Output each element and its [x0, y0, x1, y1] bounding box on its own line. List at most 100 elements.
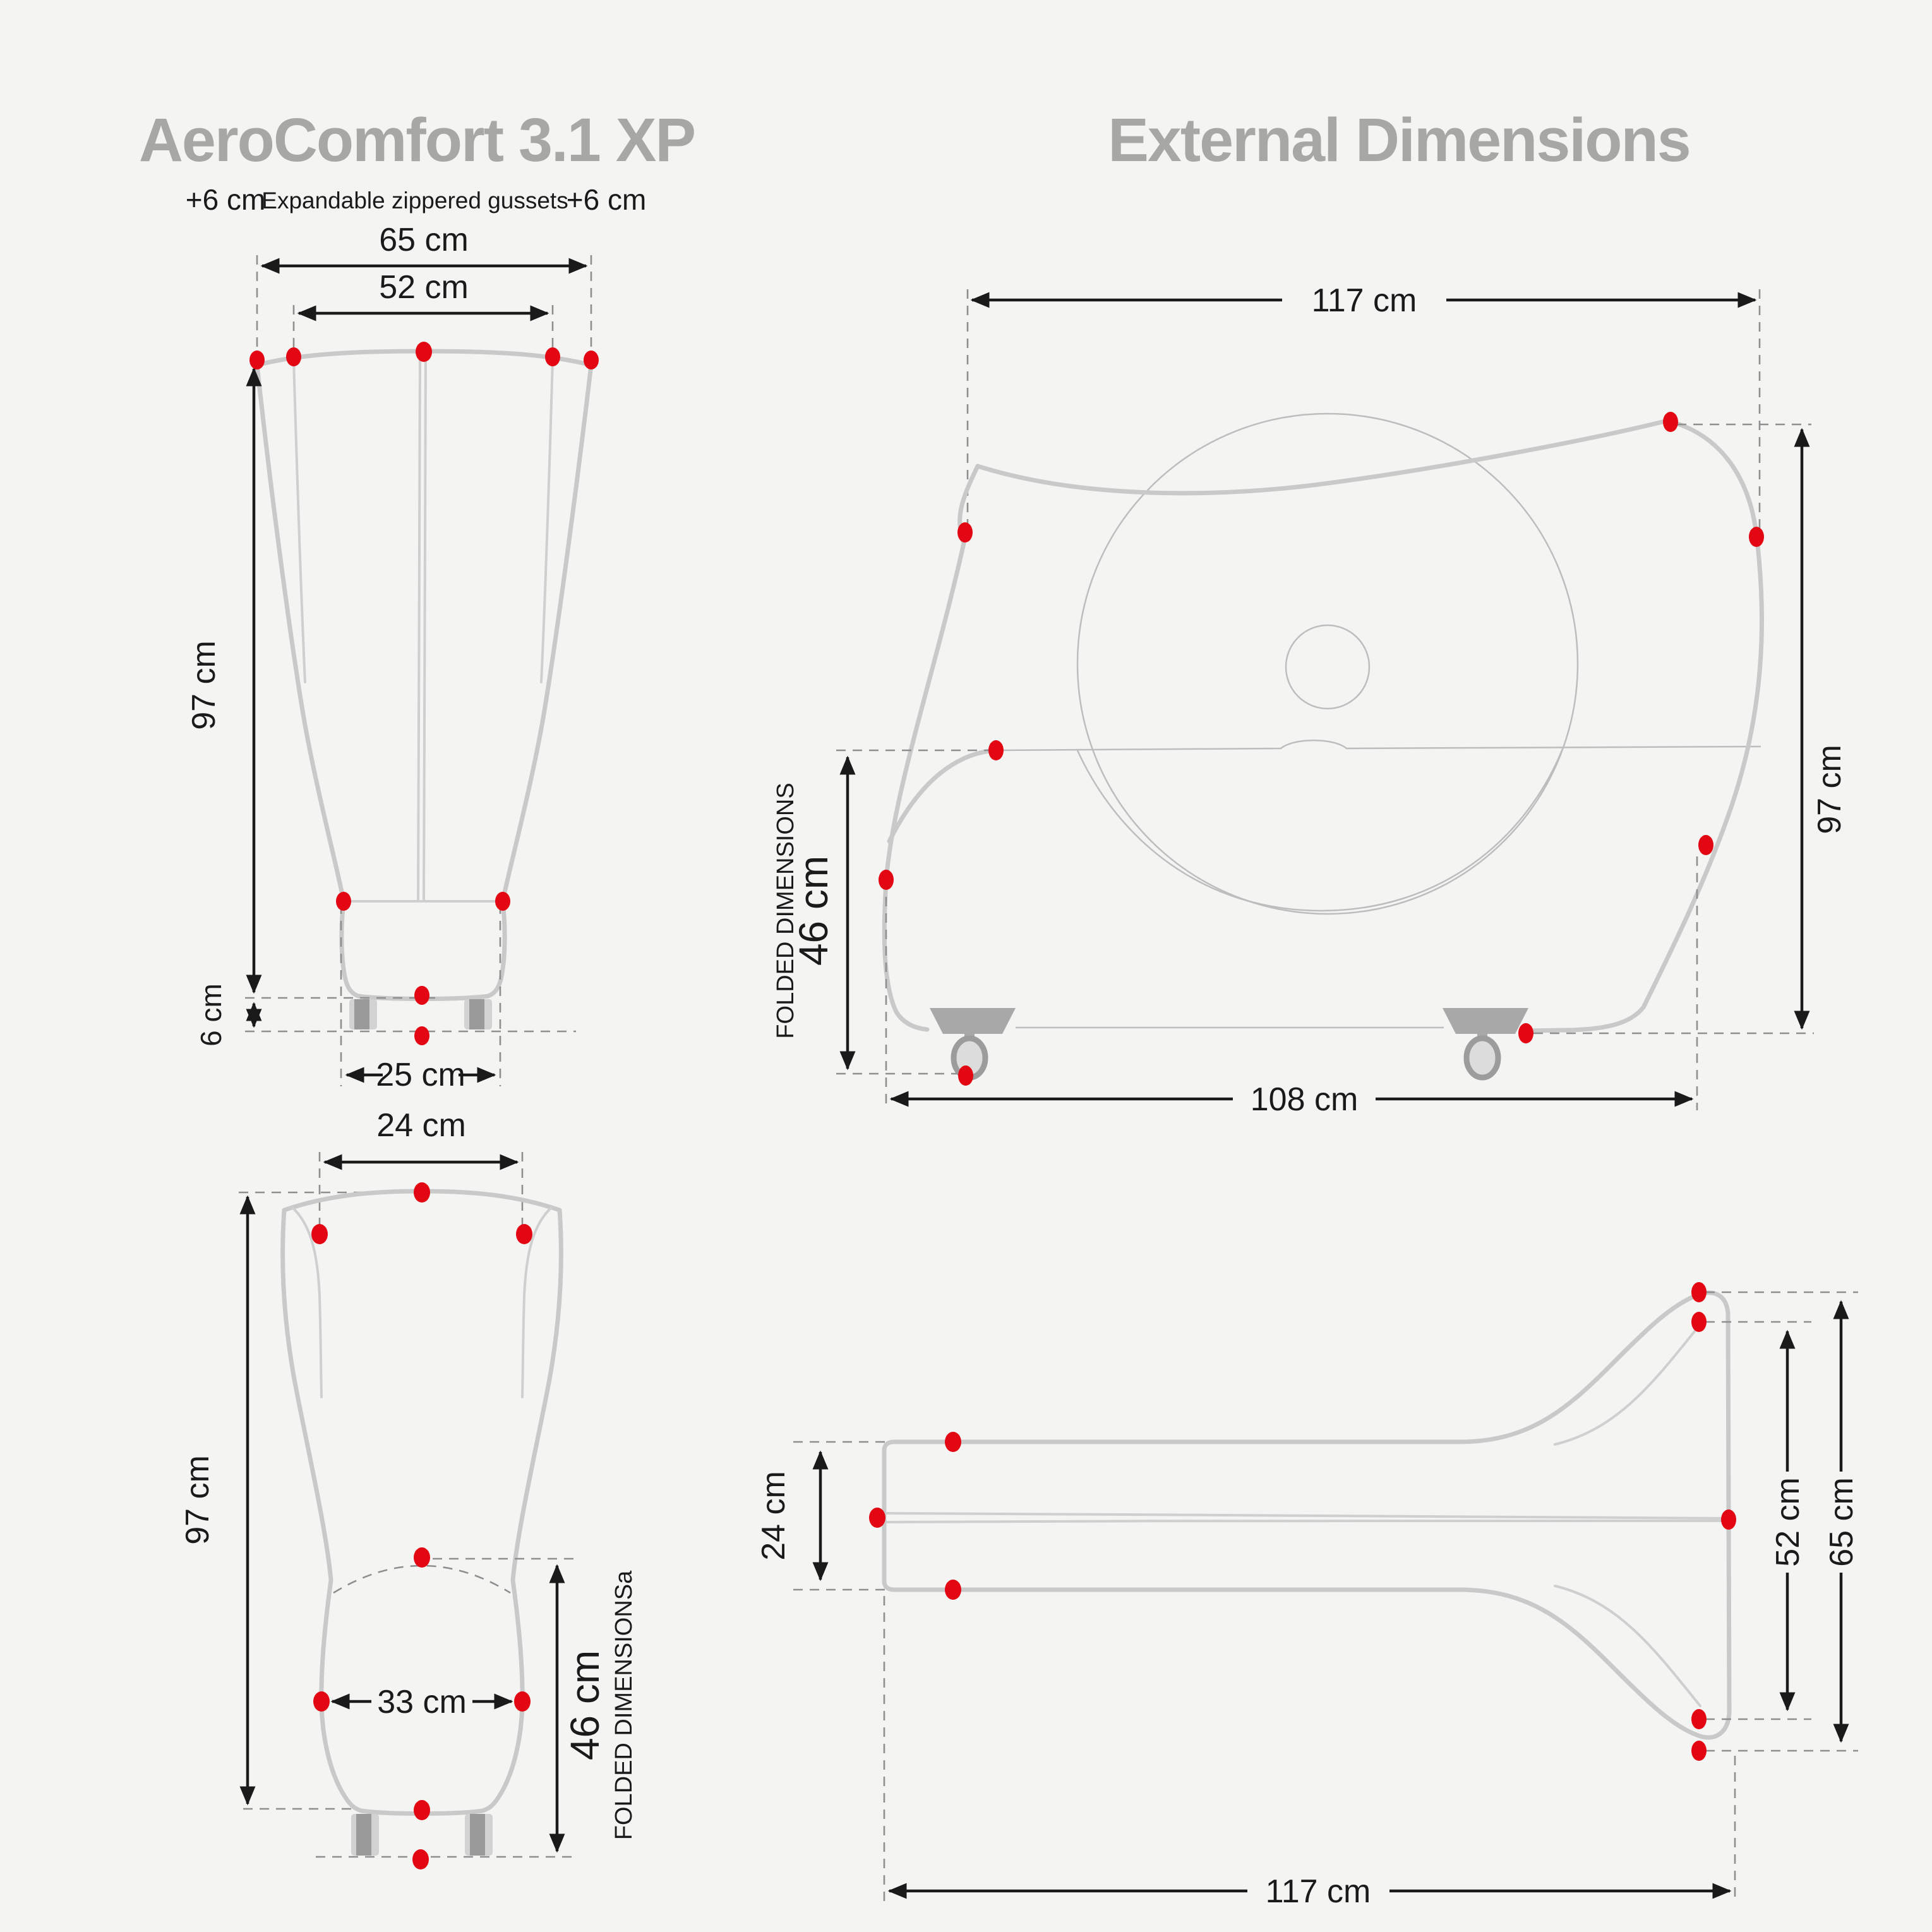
- rear-width-folded-label: 33 cm: [377, 1684, 467, 1720]
- top-flare-seam: [1554, 1585, 1701, 1707]
- top-width-rear-outer-label: 65 cm: [1823, 1477, 1860, 1567]
- side-length-label: 117 cm: [1312, 282, 1417, 319]
- page-title-section: External Dimensions: [1108, 105, 1690, 174]
- front-view: 65 cm 52 cm 97 cm: [186, 222, 599, 1093]
- rear-feet: [351, 1814, 493, 1856]
- foot-bar: [470, 1814, 485, 1856]
- wheel-mount: [930, 1008, 1016, 1034]
- side-bag-outline-left: [882, 464, 980, 1032]
- strap-point-dot: [945, 1580, 961, 1600]
- strap-point-dot: [1518, 1023, 1533, 1043]
- side-dim-wheelbase: 108 cm: [885, 856, 1698, 1118]
- foot-bar: [356, 1814, 371, 1856]
- gusset-label: Expandable zippered gussets: [261, 188, 568, 213]
- rear-bag-body-outline: [280, 1208, 563, 1816]
- front-width-inner-label: 52 cm: [379, 269, 469, 306]
- strap-point-dot: [336, 892, 351, 911]
- rear-strap-points: [311, 1182, 532, 1869]
- strap-point-dot: [412, 1849, 429, 1869]
- gusset-note: +6 cm Expandable zippered gussets +6 cm: [186, 183, 647, 216]
- caster-wheel: [1463, 1035, 1501, 1081]
- rear-fold-line: [333, 1564, 511, 1594]
- top-view: 24 cm 117 cm 52 cm 65 cm: [755, 1282, 1860, 1910]
- side-dim-folded-height: FOLDED DIMENSIONS 46 cm: [772, 749, 988, 1075]
- top-dim-width-rear-inner: 52 cm: [1770, 1329, 1806, 1712]
- top-bag-outline: [882, 1290, 1732, 1740]
- strap-point-dot: [879, 870, 894, 890]
- strap-point-dot: [414, 986, 429, 1005]
- top-centerline: [884, 1519, 1725, 1523]
- strap-point-dot: [313, 1691, 330, 1712]
- rear-dim-width-folded: 33 cm: [330, 1684, 513, 1720]
- front-zipper-line: [423, 351, 427, 901]
- side-dim-height: 97 cm: [1533, 423, 1848, 1035]
- front-feet: [349, 999, 492, 1029]
- side-bag-outline: [975, 418, 1765, 1033]
- rear-height-label: 97 cm: [179, 1455, 216, 1545]
- strap-point-dot: [945, 1432, 961, 1452]
- side-view: 117 cm 97 cm: [772, 282, 1848, 1118]
- front-strap-points: [249, 342, 599, 1045]
- side-wheelbase-label: 108 cm: [1251, 1081, 1359, 1118]
- strap-point-dot: [1691, 1709, 1707, 1729]
- strap-point-dot: [1663, 412, 1678, 432]
- foot-bar: [354, 999, 369, 1029]
- wheel-mount: [1443, 1008, 1528, 1034]
- gusset-left-value: +6 cm: [186, 183, 266, 216]
- rear-dim-height: 97 cm: [179, 1195, 256, 1806]
- side-height-label: 97 cm: [1811, 745, 1848, 834]
- rear-seam-right: [521, 1206, 553, 1398]
- strap-point-dot: [1721, 1509, 1736, 1530]
- bike-wheel-circle: [1076, 412, 1579, 915]
- strap-point-dot: [311, 1224, 328, 1244]
- front-dim-base-width: 25 cm: [340, 904, 501, 1093]
- front-dim-width-outer: 65 cm: [256, 222, 592, 357]
- strap-point-dot: [514, 1691, 531, 1712]
- frame-curve: [1076, 748, 1564, 912]
- front-base-height-label: 6 cm: [195, 983, 227, 1047]
- top-centerline: [884, 1512, 1725, 1520]
- rear-seam-left: [291, 1206, 323, 1398]
- strap-point-dot: [1698, 835, 1713, 855]
- rear-view: 24 cm 33 cm 97 cm: [179, 1107, 637, 1869]
- strap-point-dot: [1691, 1312, 1707, 1332]
- front-dim-height: 97 cm: [186, 367, 262, 994]
- strap-point-dot: [495, 892, 510, 911]
- strap-point-dot: [286, 347, 301, 366]
- strap-point-dot: [416, 342, 432, 362]
- side-folded-caption: FOLDED DIMENSIONS: [772, 783, 799, 1038]
- side-fold-edge: [887, 748, 999, 844]
- strap-point-dot: [869, 1508, 885, 1528]
- side-folded-height-label: 46 cm: [791, 856, 836, 966]
- side-wheels: [930, 1008, 1528, 1081]
- front-base-width-label: 25 cm: [376, 1057, 465, 1093]
- strap-point-dot: [414, 1026, 429, 1045]
- strap-point-dot: [958, 1065, 973, 1086]
- strap-point-dot: [988, 740, 1004, 760]
- page-title-product: AeroComfort 3.1 XP: [139, 105, 695, 174]
- side-inner-bike-silhouette: [995, 412, 1761, 1029]
- front-gusset-seam-right: [540, 359, 554, 683]
- top-dim-width-front: 24 cm: [755, 1441, 885, 1591]
- tarp-edge-line: [995, 740, 1761, 752]
- rear-width-top-label: 24 cm: [376, 1107, 466, 1144]
- strap-point-dot: [249, 351, 265, 369]
- side-dim-length: 117 cm: [966, 282, 1761, 534]
- front-width-outer-label: 65 cm: [379, 222, 469, 258]
- strap-point-dot: [414, 1800, 430, 1820]
- strap-point-dot: [1749, 527, 1764, 547]
- strap-point-dot: [545, 347, 560, 366]
- strap-point-dot: [1691, 1741, 1707, 1761]
- side-strap-points: [879, 412, 1764, 1086]
- rear-folded-height-label: 46 cm: [562, 1650, 608, 1760]
- top-width-rear-inner-label: 52 cm: [1770, 1477, 1806, 1567]
- strap-point-dot: [516, 1224, 532, 1244]
- strap-point-dot: [584, 351, 599, 369]
- rear-folded-caption: FOLDED DIMENSIONSa: [611, 1570, 637, 1840]
- top-flare-seam: [1554, 1323, 1701, 1446]
- strap-point-dot: [414, 1547, 430, 1568]
- top-dim-width-rear-outer: 65 cm: [1823, 1300, 1860, 1743]
- strap-point-dot: [414, 1182, 430, 1203]
- top-width-front-label: 24 cm: [755, 1471, 792, 1561]
